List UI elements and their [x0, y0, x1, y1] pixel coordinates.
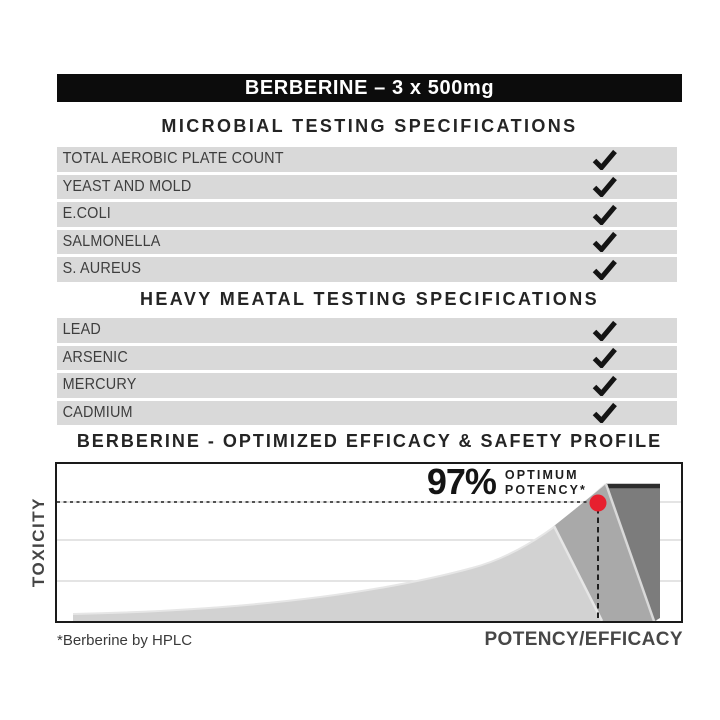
table-row: E.COLI	[57, 202, 677, 227]
optimal-zone-medium-band	[554, 484, 654, 621]
spec-label: MERCURY	[62, 376, 137, 394]
check-icon	[592, 231, 617, 253]
y-axis-label: TOXICITY	[29, 497, 48, 588]
optimum-annotation-label: OPTIMUM POTENCY*	[504, 468, 587, 497]
microbial-spec-table: TOTAL AEROBIC PLATE COUNT YEAST AND MOLD…	[57, 147, 677, 285]
efficacy-section-heading: BERBERINE - OPTIMIZED EFFICACY & SAFETY …	[76, 431, 663, 451]
optimal-zone-dark-band	[606, 484, 660, 621]
table-row: CADMIUM	[57, 400, 677, 425]
band-edge-highlight	[604, 483, 656, 621]
heavy-metal-spec-table: LEAD ARSENIC MERCURY CADMIUM	[57, 318, 677, 428]
check-icon	[592, 204, 617, 225]
microbial-section-heading: MICROBIAL TESTING SPECIFICATIONS	[161, 116, 578, 136]
spec-label: LEAD	[62, 321, 101, 339]
spec-label: TOTAL AEROBIC PLATE COUNT	[62, 150, 284, 168]
x-axis-label: POTENCY/EFFICACY	[484, 629, 683, 650]
table-row: YEAST AND MOLD	[57, 174, 677, 199]
table-row: S. AUREUS	[57, 257, 677, 282]
spec-label: YEAST AND MOLD	[62, 177, 192, 195]
optimum-annotation: 97% OPTIMUM POTENCY*	[426, 461, 587, 502]
check-icon	[592, 320, 617, 341]
heavy-metal-section-heading: HEAVY MEATAL TESTING SPECIFICATIONS	[139, 289, 600, 309]
efficacy-chart: 97% OPTIMUM POTENCY*	[55, 462, 683, 623]
table-row: ARSENIC	[57, 345, 677, 370]
band-edge-highlight	[552, 525, 604, 621]
product-title: BERBERINE – 3 x 500mg	[244, 76, 495, 99]
check-icon	[592, 149, 617, 170]
spec-label: S. AUREUS	[62, 260, 142, 278]
spec-label: CADMIUM	[62, 403, 133, 421]
check-icon	[592, 176, 617, 198]
toxicity-curve-light-area	[73, 484, 657, 621]
spec-label: E.COLI	[62, 205, 111, 223]
spec-label: SALMONELLA	[62, 232, 161, 250]
footnote: *Berberine by HPLC	[57, 632, 193, 649]
optimum-percent-value: 97%	[426, 461, 497, 502]
optimum-point-marker	[589, 494, 607, 512]
check-icon	[592, 375, 617, 396]
table-row: MERCURY	[57, 373, 677, 398]
table-row: TOTAL AEROBIC PLATE COUNT	[57, 147, 677, 172]
table-row: LEAD	[57, 318, 677, 343]
spec-label: ARSENIC	[62, 348, 128, 366]
product-banner: BERBERINE – 3 x 500mg	[57, 74, 682, 102]
table-row: SALMONELLA	[57, 229, 677, 254]
check-icon	[592, 259, 617, 280]
check-icon	[592, 347, 617, 369]
check-icon	[592, 402, 617, 424]
efficacy-chart-canvas	[57, 483, 681, 621]
